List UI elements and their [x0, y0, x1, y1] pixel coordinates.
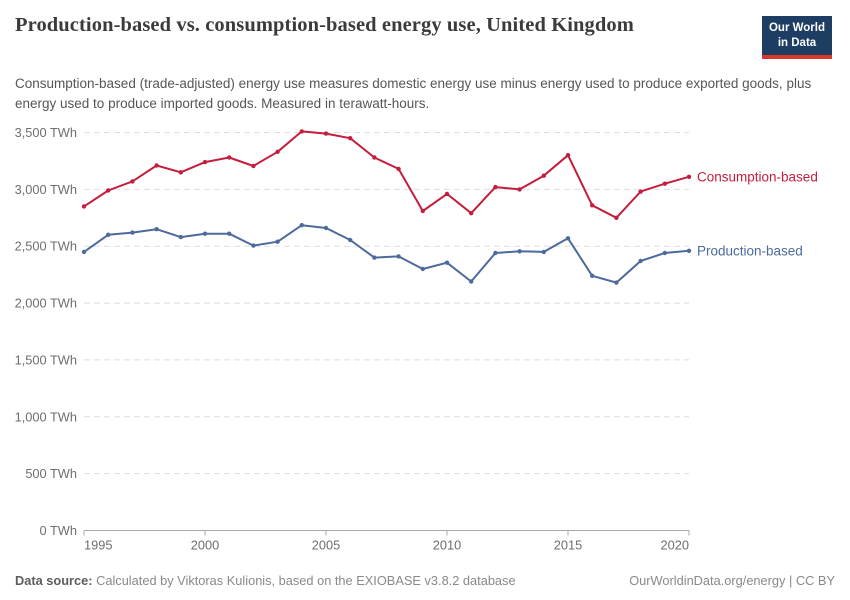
- y-axis-tick-label: 2,000 TWh: [15, 296, 77, 311]
- consumption-based-point-2011[interactable]: [469, 211, 474, 216]
- consumption-based-point-2010[interactable]: [444, 191, 450, 197]
- consumption-based-point-2016[interactable]: [590, 203, 595, 208]
- consumption-based-point-2014[interactable]: [541, 173, 546, 178]
- consumption-based-point-2005[interactable]: [323, 131, 329, 136]
- production-based-point-2020[interactable]: [686, 248, 692, 253]
- x-axis-tick-label: 2005: [312, 538, 340, 553]
- y-axis-tick-label: 1,000 TWh: [15, 409, 77, 424]
- production-based-point-2010[interactable]: [444, 260, 450, 265]
- x-axis-tick-label: 1995: [84, 538, 112, 553]
- production-based-point-2013[interactable]: [517, 249, 522, 254]
- consumption-based-point-1999[interactable]: [178, 170, 183, 175]
- production-based-point-1995[interactable]: [81, 249, 87, 255]
- production-based-point-2005[interactable]: [323, 225, 329, 231]
- consumption-based-point-1995[interactable]: [81, 204, 87, 209]
- production-based-line[interactable]: [83, 224, 690, 284]
- consumption-based-point-2009[interactable]: [420, 208, 425, 214]
- consumption-based-point-1996[interactable]: [106, 188, 111, 193]
- production-based-point-1997[interactable]: [130, 230, 135, 235]
- consumption-based-point-2017[interactable]: [614, 215, 619, 220]
- data-source: Data source: Calculated by Viktoras Kuli…: [15, 573, 516, 588]
- consumption-based-point-2003[interactable]: [275, 149, 280, 154]
- y-axis-tick-label: 3,500 TWh: [15, 125, 77, 140]
- consumption-based-point-1997[interactable]: [130, 179, 135, 184]
- owid-logo-line1: Our World: [768, 22, 825, 34]
- consumption-based-point-1998[interactable]: [154, 163, 159, 168]
- consumption-based-point-2006[interactable]: [348, 136, 353, 141]
- production-based-point-2019[interactable]: [662, 250, 667, 256]
- consumption-based-point-2019[interactable]: [662, 181, 667, 186]
- x-axis-tick-label: 2020: [661, 538, 689, 553]
- production-based-point-2008[interactable]: [396, 254, 401, 259]
- consumption-based-point-2012[interactable]: [493, 184, 498, 190]
- consumption-based-point-2013[interactable]: [517, 187, 522, 192]
- y-axis-tick-label: 500 TWh: [25, 466, 77, 481]
- x-axis-tick-label: 2000: [191, 538, 219, 553]
- series-label-production-based: Production-based: [697, 243, 803, 258]
- license-note[interactable]: OurWorldinData.org/energy | CC BY: [629, 573, 835, 588]
- production-based-point-2016[interactable]: [590, 273, 595, 278]
- production-based-point-2006[interactable]: [348, 237, 353, 243]
- y-axis-tick-label: 1,500 TWh: [15, 352, 77, 367]
- chart-footer: Data source: Calculated by Viktoras Kuli…: [15, 573, 835, 588]
- consumption-based-point-2001[interactable]: [227, 155, 232, 160]
- x-axis-tick-label: 2010: [433, 538, 461, 553]
- series-label-consumption-based: Consumption-based: [697, 169, 818, 184]
- consumption-based-point-2015[interactable]: [565, 153, 571, 158]
- production-based-point-2001[interactable]: [227, 231, 232, 236]
- owid-logo[interactable]: Our World in Data: [762, 16, 832, 59]
- owid-logo-line2: in Data: [777, 36, 817, 49]
- production-based-point-2002[interactable]: [251, 243, 256, 248]
- production-based-point-1999[interactable]: [178, 234, 183, 240]
- consumption-based-point-2007[interactable]: [372, 155, 377, 160]
- production-based-point-2011[interactable]: [469, 279, 474, 284]
- production-based-point-2009[interactable]: [420, 266, 425, 272]
- consumption-based-point-2004[interactable]: [299, 129, 304, 134]
- consumption-based-point-2002[interactable]: [251, 163, 256, 169]
- consumption-based-point-2020[interactable]: [686, 174, 692, 179]
- consumption-based-point-2000[interactable]: [202, 159, 208, 165]
- production-based-point-2018[interactable]: [638, 258, 643, 264]
- y-axis-tick-label: 2,500 TWh: [15, 239, 77, 254]
- data-source-label: Data source:: [15, 573, 93, 588]
- page-title: Production-based vs. consumption-based e…: [15, 14, 634, 36]
- production-based-point-2014[interactable]: [541, 249, 546, 255]
- data-source-text: Calculated by Viktoras Kulionis, based o…: [96, 573, 516, 588]
- consumption-based-point-2008[interactable]: [396, 166, 401, 172]
- production-based-point-2015[interactable]: [565, 236, 571, 241]
- consumption-based-line[interactable]: [83, 130, 690, 219]
- production-based-point-1996[interactable]: [106, 232, 111, 237]
- y-axis-tick-label: 0 TWh: [40, 523, 77, 538]
- production-based-point-1998[interactable]: [154, 227, 159, 232]
- x-axis-tick-label: 2015: [554, 538, 582, 553]
- production-based-point-2004[interactable]: [299, 223, 304, 228]
- chart-subtitle: Consumption-based (trade-adjusted) energ…: [15, 76, 812, 112]
- production-based-point-2000[interactable]: [202, 231, 208, 236]
- production-based-point-2017[interactable]: [614, 280, 619, 285]
- consumption-based-point-2018[interactable]: [638, 189, 643, 194]
- y-axis-tick-label: 3,000 TWh: [15, 182, 77, 197]
- production-based-point-2012[interactable]: [493, 250, 498, 256]
- production-based-point-2007[interactable]: [372, 255, 377, 260]
- production-based-point-2003[interactable]: [275, 239, 280, 244]
